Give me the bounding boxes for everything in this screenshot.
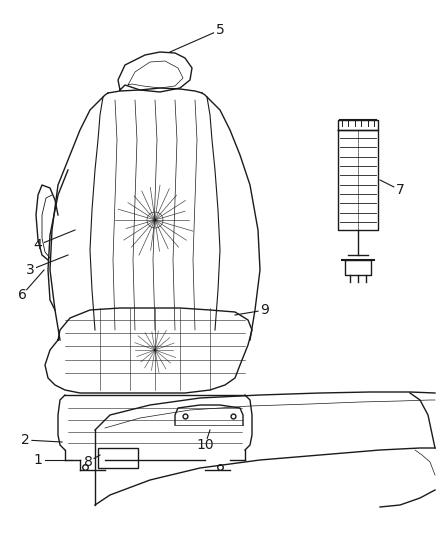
Text: 9: 9 bbox=[261, 303, 269, 317]
Text: 10: 10 bbox=[196, 438, 214, 452]
Text: 5: 5 bbox=[215, 23, 224, 37]
Text: 6: 6 bbox=[18, 288, 26, 302]
Text: 8: 8 bbox=[84, 455, 92, 469]
Text: 3: 3 bbox=[26, 263, 34, 277]
Bar bbox=[98, 448, 138, 468]
Text: 1: 1 bbox=[34, 453, 42, 467]
Text: 7: 7 bbox=[396, 183, 404, 197]
Text: 4: 4 bbox=[34, 238, 42, 252]
Text: 2: 2 bbox=[21, 433, 29, 447]
